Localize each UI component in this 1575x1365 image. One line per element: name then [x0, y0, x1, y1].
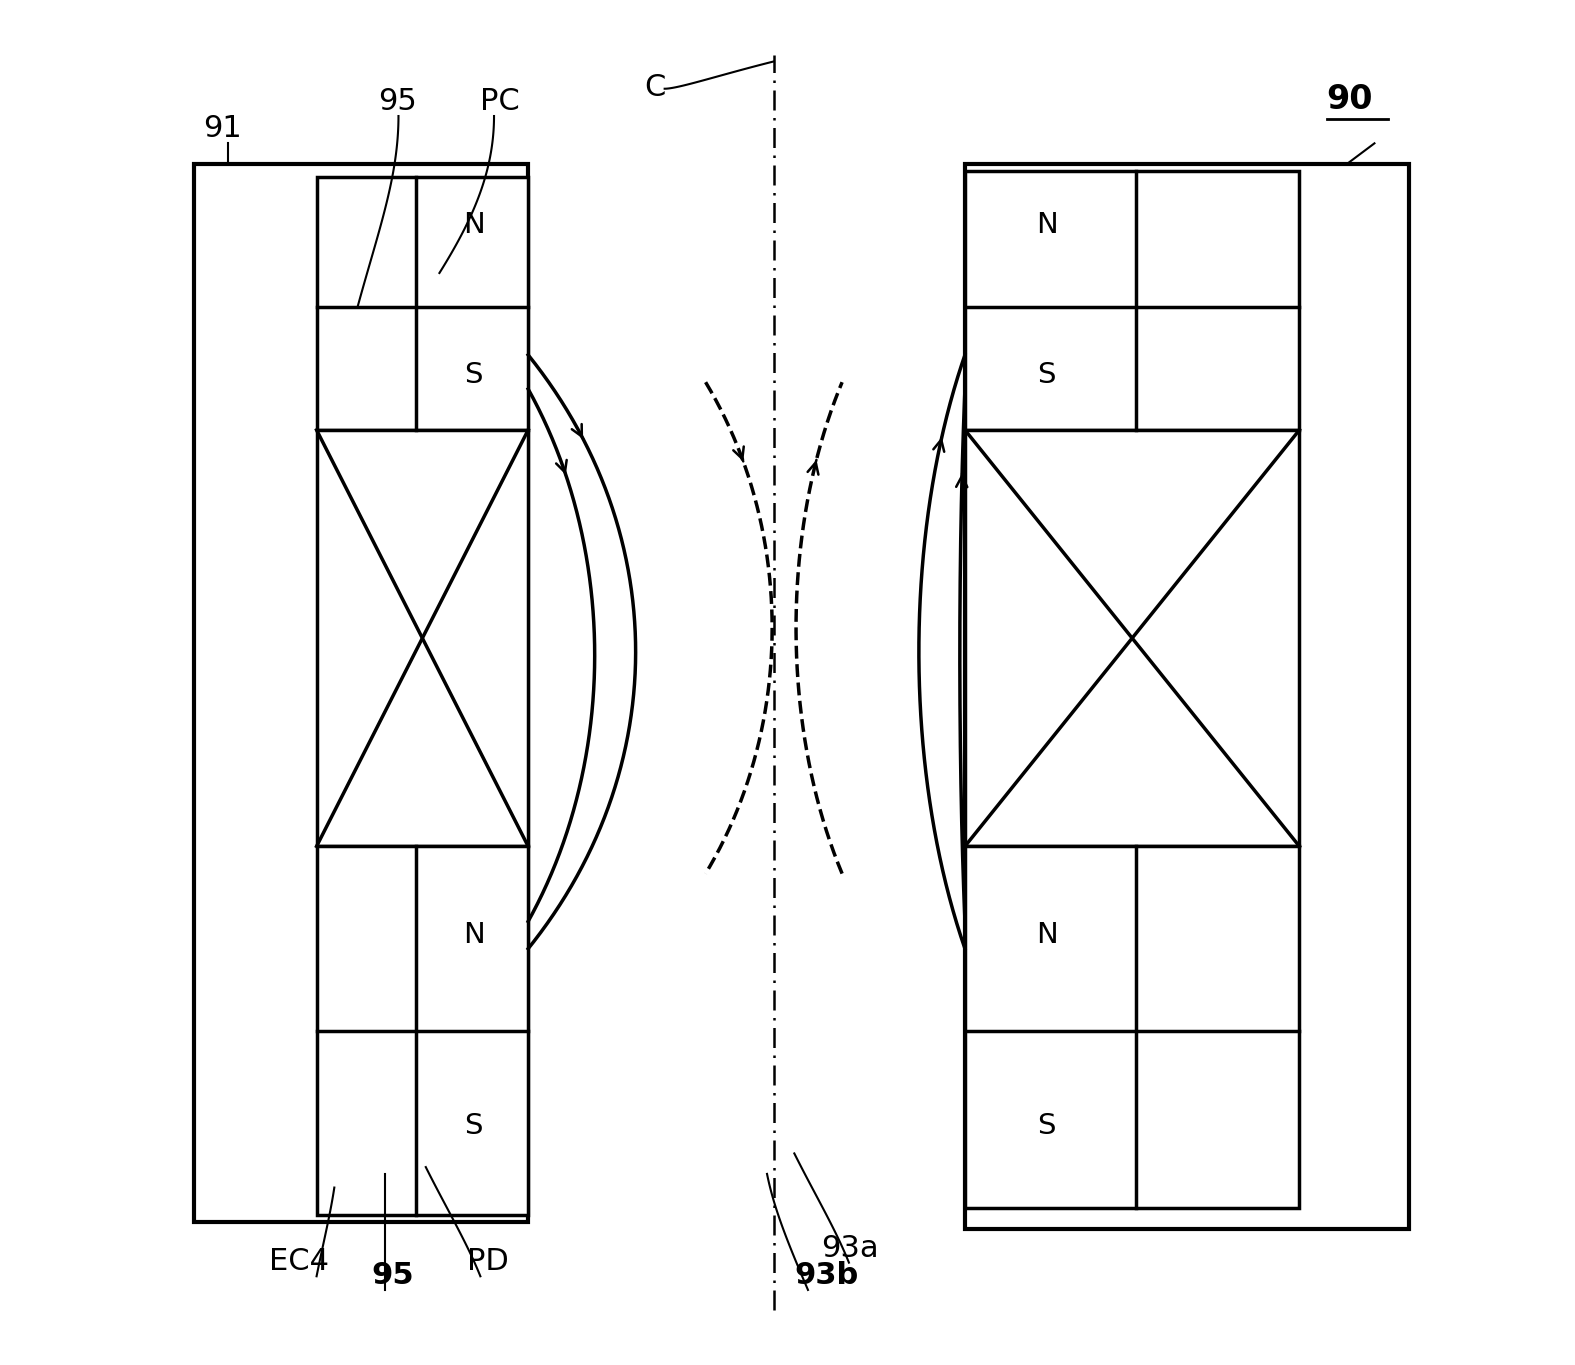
Polygon shape: [965, 164, 1408, 1228]
Polygon shape: [317, 177, 528, 430]
Text: EC4: EC4: [269, 1248, 329, 1276]
Text: N: N: [1036, 212, 1058, 239]
Text: PC: PC: [480, 87, 520, 116]
Text: PD: PD: [466, 1248, 509, 1276]
Text: 90: 90: [1326, 83, 1373, 116]
Polygon shape: [194, 164, 528, 1222]
Text: C: C: [644, 74, 666, 102]
Text: S: S: [465, 1112, 484, 1140]
Text: N: N: [463, 921, 485, 949]
Text: S: S: [1038, 362, 1057, 389]
Polygon shape: [317, 846, 528, 1215]
Text: 93b: 93b: [794, 1261, 858, 1290]
Text: 91: 91: [203, 115, 243, 143]
Polygon shape: [965, 846, 1299, 1208]
Text: 93a: 93a: [822, 1234, 879, 1263]
Text: 95: 95: [372, 1261, 414, 1290]
Polygon shape: [317, 430, 528, 846]
Text: N: N: [463, 212, 485, 239]
Polygon shape: [965, 430, 1299, 846]
Text: S: S: [465, 362, 484, 389]
Text: 95: 95: [378, 87, 417, 116]
Text: S: S: [1038, 1112, 1057, 1140]
Polygon shape: [965, 171, 1299, 430]
Text: N: N: [1036, 921, 1058, 949]
